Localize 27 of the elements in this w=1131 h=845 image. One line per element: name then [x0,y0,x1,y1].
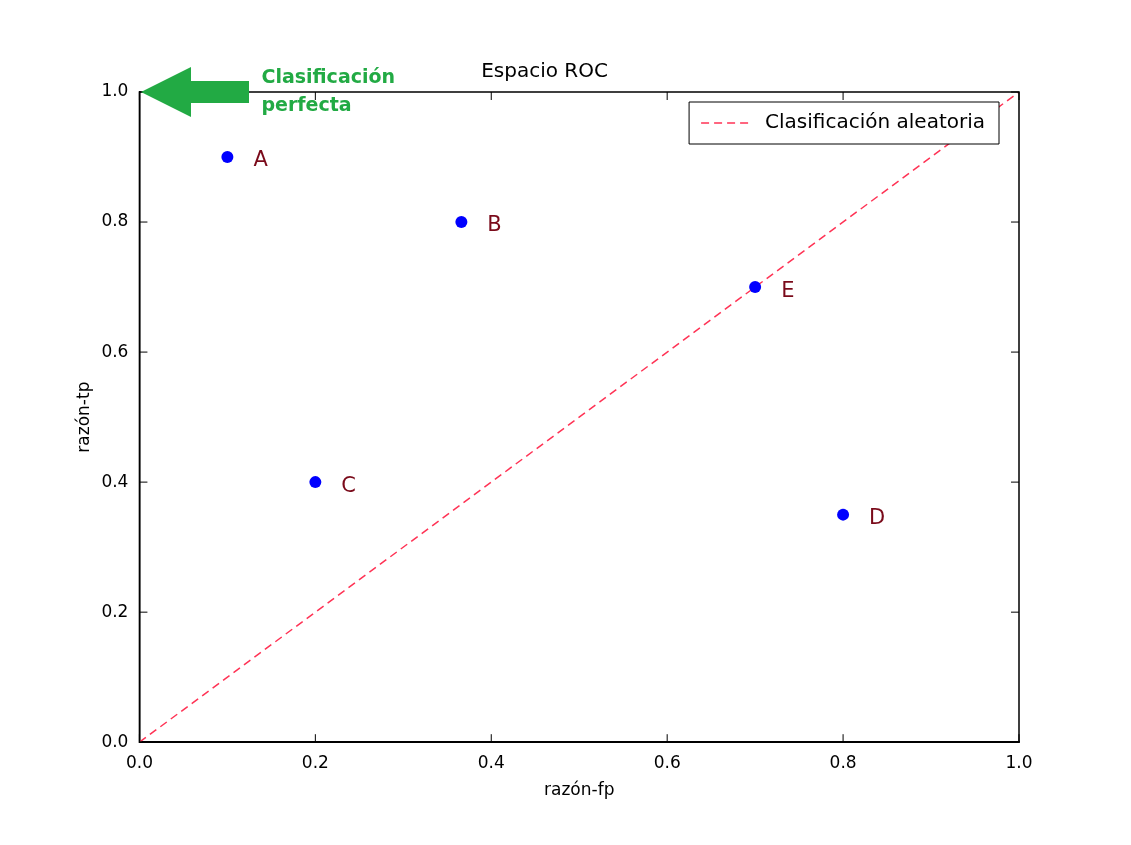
point [221,151,234,164]
annotation: D [869,505,886,530]
point [309,476,322,489]
annotation: A [253,147,269,172]
annotation: E [781,277,795,302]
legend-label: Clasificación aleatoria [765,109,986,134]
annotation: C [341,472,357,497]
y-tick-label: 0.6 [101,340,129,361]
x-axis-title: razón-fp [544,779,615,800]
x-tick-label: 0.6 [653,751,681,772]
y-tick-label: 0.0 [101,730,129,751]
x-tick-label: 0.0 [125,751,153,772]
x-tick-label: 0.8 [829,751,857,772]
y-axis-title: razón-tp [72,381,93,453]
y-tick-label: 0.8 [101,210,129,231]
x-tick-label: 1.0 [1005,751,1033,772]
annotation: B [487,212,502,237]
point [837,508,850,521]
annotation: Clasificación perfecta [261,64,396,115]
chart-title: Espacio ROC [481,58,608,83]
y-tick-label: 0.2 [101,600,129,621]
point [455,216,468,229]
y-tick-label: 1.0 [101,80,129,101]
x-tick-label: 0.4 [477,751,505,772]
point [749,281,762,294]
y-tick-label: 0.4 [101,470,129,491]
x-tick-label: 0.2 [301,751,329,772]
